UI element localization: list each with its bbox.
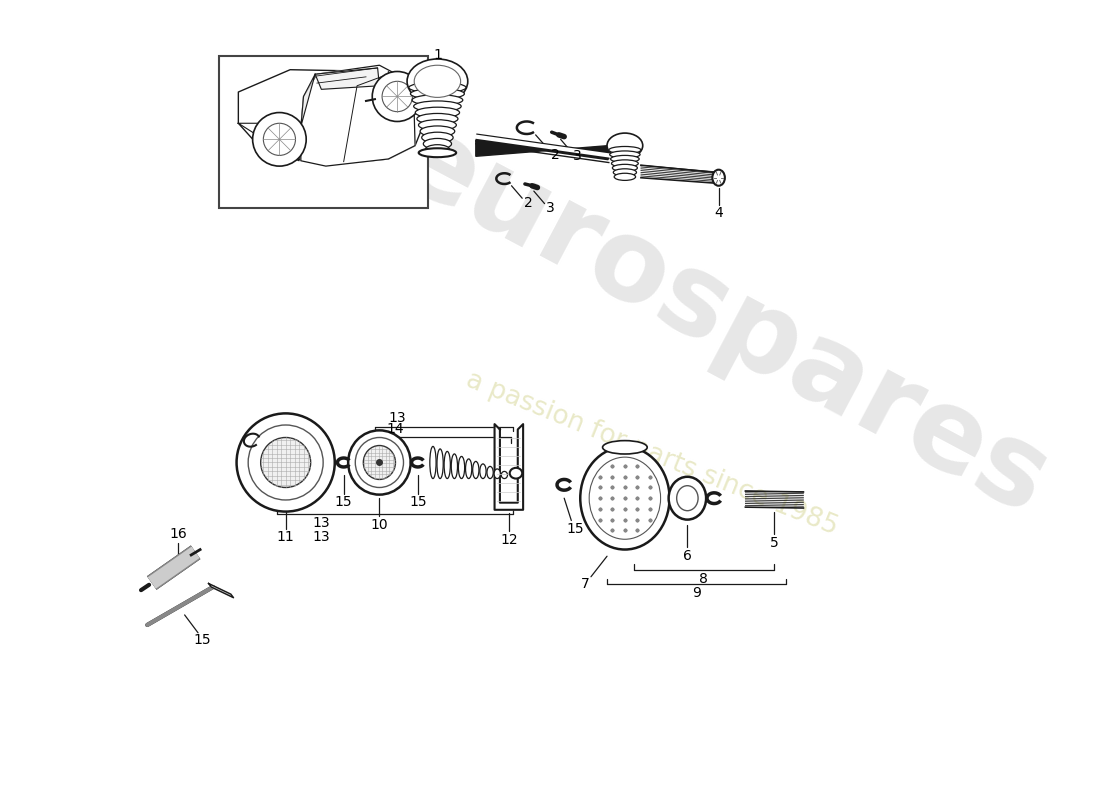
Polygon shape	[239, 70, 422, 163]
Text: 3: 3	[547, 201, 556, 215]
Text: 11: 11	[277, 530, 295, 545]
Polygon shape	[300, 66, 415, 166]
Text: 15: 15	[334, 494, 352, 509]
Circle shape	[236, 414, 334, 511]
Ellipse shape	[612, 160, 638, 167]
Text: 4: 4	[714, 206, 723, 219]
Bar	[219, 56, 429, 208]
Text: 13: 13	[388, 411, 406, 425]
Ellipse shape	[416, 107, 460, 118]
Ellipse shape	[581, 447, 670, 550]
Ellipse shape	[494, 469, 501, 478]
Ellipse shape	[614, 169, 637, 176]
Ellipse shape	[417, 114, 458, 124]
Ellipse shape	[487, 466, 493, 478]
Ellipse shape	[444, 451, 450, 478]
Polygon shape	[315, 68, 379, 90]
Ellipse shape	[459, 457, 464, 478]
Circle shape	[263, 123, 296, 155]
Ellipse shape	[410, 89, 464, 99]
Ellipse shape	[607, 133, 642, 158]
Text: 12: 12	[500, 533, 518, 547]
Text: 15: 15	[194, 633, 211, 647]
Ellipse shape	[363, 446, 396, 479]
Circle shape	[372, 71, 422, 122]
Text: 5: 5	[770, 536, 779, 550]
Ellipse shape	[451, 454, 458, 478]
Ellipse shape	[590, 457, 661, 539]
Text: 16: 16	[169, 526, 187, 541]
Ellipse shape	[676, 486, 698, 510]
Ellipse shape	[613, 164, 637, 171]
Ellipse shape	[412, 94, 463, 106]
Text: 15: 15	[566, 522, 584, 537]
Ellipse shape	[424, 138, 451, 149]
Polygon shape	[300, 74, 315, 128]
Ellipse shape	[418, 120, 456, 130]
Ellipse shape	[609, 151, 640, 158]
Circle shape	[253, 113, 306, 166]
Ellipse shape	[473, 462, 478, 478]
Text: 10: 10	[371, 518, 388, 532]
Text: 1: 1	[433, 49, 442, 62]
Text: 2: 2	[551, 147, 560, 162]
Text: 14: 14	[387, 422, 405, 435]
Ellipse shape	[407, 59, 468, 104]
Text: 15: 15	[409, 494, 427, 509]
Ellipse shape	[425, 145, 450, 155]
Text: 8: 8	[700, 571, 708, 586]
Ellipse shape	[421, 132, 453, 143]
Ellipse shape	[414, 101, 461, 112]
Ellipse shape	[610, 155, 639, 162]
Ellipse shape	[437, 449, 443, 478]
Polygon shape	[495, 424, 524, 510]
Circle shape	[261, 438, 310, 487]
Ellipse shape	[355, 438, 404, 487]
Ellipse shape	[713, 170, 725, 186]
Ellipse shape	[603, 441, 647, 454]
Ellipse shape	[420, 126, 454, 137]
Ellipse shape	[349, 430, 410, 494]
Ellipse shape	[465, 459, 472, 478]
Polygon shape	[209, 583, 233, 598]
Text: 9: 9	[692, 586, 701, 600]
Text: 2: 2	[524, 196, 532, 210]
Ellipse shape	[669, 477, 706, 520]
Circle shape	[382, 82, 412, 112]
Ellipse shape	[509, 468, 522, 478]
Text: 3: 3	[573, 150, 582, 163]
Text: 6: 6	[683, 550, 692, 563]
Ellipse shape	[419, 148, 456, 157]
Circle shape	[249, 425, 323, 500]
Ellipse shape	[614, 174, 636, 180]
Ellipse shape	[502, 471, 507, 478]
Ellipse shape	[480, 464, 486, 478]
Ellipse shape	[430, 446, 436, 478]
Text: 13: 13	[312, 530, 330, 545]
Ellipse shape	[415, 66, 461, 98]
Ellipse shape	[409, 82, 466, 93]
Ellipse shape	[608, 146, 641, 154]
Text: 7: 7	[581, 577, 590, 591]
Text: 13: 13	[312, 516, 330, 530]
Text: eurospares: eurospares	[379, 102, 1067, 538]
Text: a passion for parts since 1985: a passion for parts since 1985	[462, 366, 842, 540]
Polygon shape	[476, 140, 608, 159]
